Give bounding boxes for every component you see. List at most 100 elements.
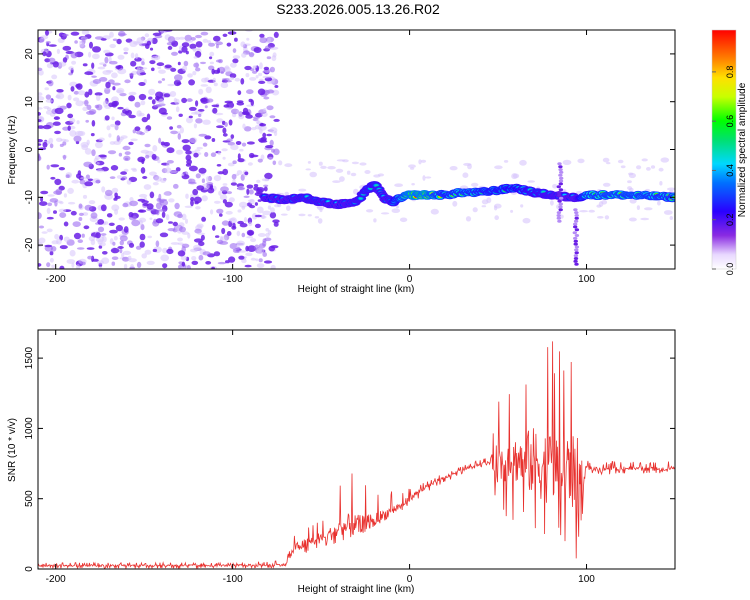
heatmap-noise-blob [136, 261, 142, 268]
heatmap-noise-blob [171, 51, 178, 56]
heatmap-noise-blob [176, 124, 182, 129]
heatmap-noise-blob [101, 236, 107, 243]
heatmap-noise-blob [125, 109, 132, 116]
heatmap-noise-blob [46, 164, 50, 170]
heatmap-noise-blob [240, 41, 246, 48]
heatmap-noise-blob [222, 199, 227, 204]
heatmap-noise-blob [220, 186, 229, 193]
heatmap-spike-cell [573, 257, 579, 260]
heatmap-noise-blob [48, 44, 57, 47]
heatmap-faint-blob [520, 204, 524, 208]
heatmap-track-cell [374, 184, 379, 187]
heatmap-noise-blob [71, 262, 75, 268]
heatmap-faint-blob [646, 167, 651, 171]
heatmap-noise-blob [116, 175, 123, 179]
heatmap-noise-blob [224, 122, 228, 127]
heatmap-noise-blob [91, 120, 96, 127]
heatmap-noise-blob [232, 58, 239, 64]
heatmap-noise-blob [259, 62, 263, 70]
heatmap-noise-blob [138, 217, 147, 223]
heatmap-faint-blob [471, 182, 479, 187]
heatmap-noise-blob [213, 251, 221, 257]
heatmap-noise-blob [108, 102, 114, 108]
heatmap-noise-blob [158, 137, 162, 144]
heatmap-noise-blob [161, 211, 166, 218]
heatmap-noise-blob [72, 97, 80, 102]
heatmap-noise-blob [251, 213, 258, 220]
heatmap-noise-blob [237, 185, 246, 191]
heatmap-faint-blob [511, 173, 518, 180]
heatmap-noise-blob [117, 54, 125, 60]
heatmap-noise-blob [116, 135, 121, 142]
heatmap-noise-blob [83, 225, 90, 230]
heatmap-noise-blob [169, 126, 174, 130]
heatmap-y-tick-label: 10 [24, 96, 35, 108]
heatmap-faint-blob [519, 159, 527, 166]
heatmap-noise-blob [200, 234, 205, 241]
heatmap-noise-blob [273, 118, 280, 122]
heatmap-noise-blob [78, 217, 83, 221]
heatmap-noise-blob [68, 66, 74, 71]
heatmap-noise-blob [166, 116, 173, 120]
heatmap-noise-blob [213, 82, 218, 87]
heatmap-noise-blob [186, 265, 191, 269]
heatmap-noise-blob [113, 100, 119, 107]
heatmap-noise-blob [107, 150, 117, 155]
heatmap-noise-blob [191, 256, 197, 261]
heatmap-noise-blob [246, 184, 254, 189]
heatmap-noise-blob [111, 261, 116, 266]
heatmap-noise-blob [38, 69, 44, 76]
heatmap-noise-blob [84, 148, 92, 155]
heatmap-faint-blob [339, 176, 345, 182]
heatmap-noise-blob [245, 73, 250, 78]
heatmap-noise-blob [188, 181, 197, 185]
heatmap-noise-blob [57, 61, 67, 67]
heatmap-noise-blob [136, 130, 143, 135]
heatmap-noise-blob [111, 256, 119, 261]
heatmap-noise-blob [185, 218, 188, 224]
heatmap-noise-blob [58, 208, 67, 213]
heatmap-faint-blob [636, 205, 641, 211]
heatmap-faint-blob [351, 161, 359, 165]
heatmap-noise-blob [153, 104, 162, 108]
heatmap-noise-blob [226, 231, 232, 236]
heatmap-noise-blob [259, 33, 265, 38]
heatmap-noise-blob [134, 126, 141, 132]
heatmap-noise-blob [49, 251, 54, 256]
heatmap-noise-blob [254, 214, 263, 218]
heatmap-noise-blob [135, 245, 142, 250]
heatmap-noise-blob [155, 91, 164, 99]
heatmap-noise-blob [140, 100, 146, 106]
heatmap-noise-blob [258, 140, 268, 143]
heatmap-noise-blob [119, 235, 128, 242]
heatmap-faint-blob [629, 187, 634, 192]
heatmap-noise-blob [186, 116, 193, 124]
heatmap-noise-blob [70, 52, 78, 59]
heatmap-faint-blob [422, 175, 426, 181]
heatmap-noise-blob [209, 51, 215, 57]
heatmap-noise-blob [73, 232, 82, 240]
heatmap-noise-blob [260, 154, 265, 160]
heatmap-noise-blob [74, 40, 78, 44]
heatmap-track-cell [358, 197, 363, 200]
heatmap-noise-blob [149, 171, 157, 176]
heatmap-noise-blob [88, 200, 96, 205]
heatmap-noise-blob [152, 248, 158, 253]
heatmap-noise-blob [200, 84, 209, 87]
heatmap-noise-blob [156, 62, 165, 67]
heatmap-noise-blob [113, 140, 121, 145]
heatmap-noise-blob [249, 205, 256, 209]
heatmap-noise-blob [141, 61, 145, 66]
heatmap-noise-blob [201, 216, 207, 222]
heatmap-noise-blob [223, 104, 230, 108]
heatmap-faint-blob [314, 216, 320, 219]
heatmap-noise-blob [68, 72, 73, 76]
snr-y-tick-label: 1000 [24, 417, 35, 440]
heatmap-noise-blob [45, 41, 51, 44]
heatmap-faint-blob [503, 160, 509, 163]
heatmap-noise-blob [116, 38, 122, 45]
heatmap-noise-blob [158, 209, 167, 212]
heatmap-noise-blob [248, 189, 254, 195]
heatmap-noise-blob [266, 81, 275, 85]
